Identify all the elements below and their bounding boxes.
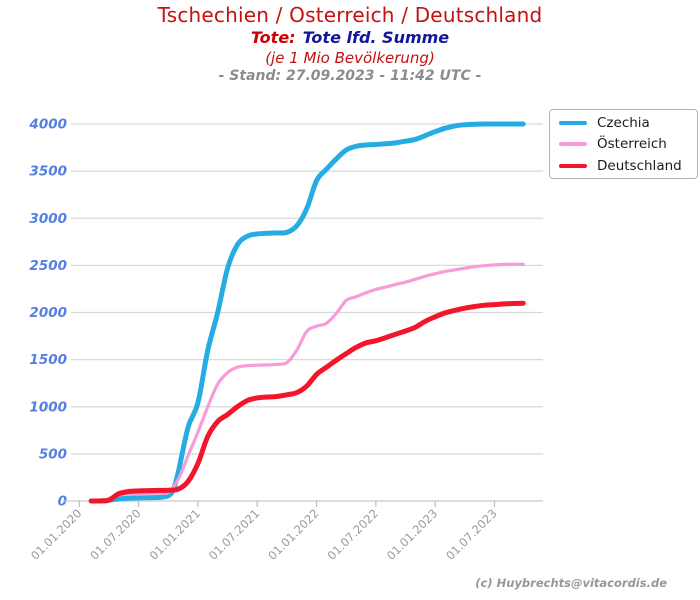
legend-line-swatch bbox=[559, 142, 587, 146]
x-axis-tick-label: 01.07.2023 bbox=[443, 506, 499, 562]
legend: Czechia Österreich Deutschland bbox=[549, 109, 698, 179]
x-axis-tick-label: 01.07.2020 bbox=[87, 506, 143, 562]
y-axis-tick-label: 2000 bbox=[29, 305, 67, 321]
legend-label: Deutschland bbox=[597, 157, 682, 174]
legend-item-sterreich[interactable]: Österreich bbox=[550, 134, 697, 154]
x-axis-tick-label: 01.01.2023 bbox=[384, 506, 440, 562]
y-axis-tick-label: 4000 bbox=[28, 117, 67, 133]
page-title: Tschechien / Osterreich / Deutschland bbox=[157, 3, 543, 27]
stand-timestamp: - Stand: 27.09.2023 - 11:42 UTC - bbox=[218, 68, 482, 84]
y-axis-tick-label: 500 bbox=[39, 446, 67, 462]
chart-subtitle: Tote: Tote lfd. Summe bbox=[0, 28, 700, 47]
y-axis-tick-label: 1500 bbox=[29, 352, 67, 368]
x-axis-tick-label: 01.07.2022 bbox=[325, 506, 381, 562]
legend-label: Österreich bbox=[597, 136, 667, 152]
y-axis-tick-label: 2500 bbox=[29, 258, 67, 274]
subtitle-main: Tote lfd. Summe bbox=[302, 28, 450, 47]
x-axis-tick-label: 01.07.2021 bbox=[206, 506, 262, 562]
credit-watermark: (c) Huybrechts@vitacordis.de bbox=[475, 576, 667, 590]
legend-item-deutschland[interactable]: Deutschland bbox=[550, 156, 697, 176]
legend-line-swatch bbox=[559, 163, 587, 168]
series-line-czechia bbox=[88, 121, 526, 504]
series-line-deutschland bbox=[88, 300, 526, 504]
x-axis-tick-label: 01.01.2022 bbox=[265, 506, 321, 562]
x-axis-tick-label: 01.01.2020 bbox=[28, 506, 84, 562]
legend-item-czechia[interactable]: Czechia bbox=[550, 113, 697, 133]
legend-label: Czechia bbox=[597, 114, 650, 131]
series-line-sterreich bbox=[89, 262, 525, 503]
y-axis-tick-label: 3500 bbox=[29, 164, 67, 180]
y-axis-tick-label: 1000 bbox=[29, 399, 67, 415]
subtitle-prefix: Tote: bbox=[250, 28, 296, 47]
legend-line-swatch bbox=[559, 120, 587, 125]
y-axis-tick-label: 3000 bbox=[29, 211, 67, 227]
y-axis-tick-label: 0 bbox=[58, 494, 67, 510]
x-axis-tick-label: 01.01.2021 bbox=[147, 506, 203, 562]
subtitle-note: (je 1 Mio Bevölkerung) bbox=[265, 49, 435, 67]
